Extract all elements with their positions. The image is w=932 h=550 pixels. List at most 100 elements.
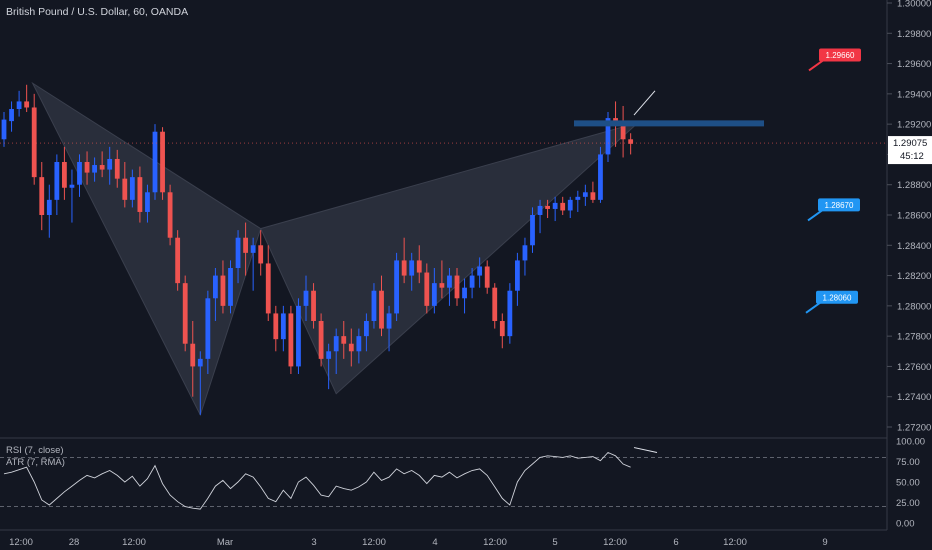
candle-body: [560, 202, 566, 211]
candle-body: [77, 162, 82, 185]
resistance-zone[interactable]: [574, 120, 764, 127]
candle-body: [160, 131, 165, 193]
rsi-tick-label: 75.00: [896, 457, 920, 468]
candle-body: [16, 101, 22, 109]
candle-body: [447, 275, 452, 288]
rsi-axis[interactable]: 100.00 75.00 50.00 25.00 0.00: [896, 437, 925, 530]
candle-body: [273, 313, 279, 340]
annotation-label-box[interactable]: [818, 198, 860, 212]
candle-body: [356, 336, 362, 352]
candle-body: [280, 313, 286, 340]
candle-body: [99, 165, 105, 170]
candle-body: [462, 287, 467, 299]
candle-body: [431, 283, 437, 306]
candle-body: [341, 336, 347, 344]
candle-body: [205, 298, 211, 359]
candle-body: [258, 245, 264, 264]
divergence-line-price[interactable]: [633, 90, 656, 116]
time-tick-label: 12:00: [9, 537, 33, 548]
last-price-value: 1.29075: [893, 138, 927, 149]
candle-body: [46, 199, 52, 215]
price-tick-label: 1.28800: [897, 180, 931, 191]
candle-body: [326, 351, 332, 359]
candle-body: [288, 313, 294, 367]
candle-body: [394, 260, 399, 314]
candle-body: [107, 158, 113, 170]
price-tick-label: 1.29400: [897, 89, 931, 100]
annotation-label: 1.29660: [826, 51, 855, 60]
time-tick-label: 12:00: [723, 537, 747, 548]
candle-body: [484, 266, 490, 288]
divergence-line-rsi[interactable]: [633, 447, 658, 453]
candle-body: [145, 192, 150, 212]
trend-drawings[interactable]: [0, 90, 887, 144]
candle-body: [582, 192, 588, 197]
price-tick-label: 1.27600: [897, 362, 931, 373]
candle-body: [371, 290, 377, 321]
annotation-arrow: [805, 301, 821, 314]
candle-body: [54, 162, 60, 200]
candle-body: [364, 321, 369, 337]
price-tick-label: 1.28400: [897, 241, 931, 252]
candle-body: [416, 260, 422, 273]
pattern-triangle-xab[interactable]: [31, 81, 262, 417]
candle-body: [62, 162, 67, 188]
candle-body: [243, 237, 248, 253]
candle-body: [39, 177, 45, 215]
candle-body: [31, 107, 37, 178]
candle-body: [598, 154, 603, 200]
price-tick-label: 1.27800: [897, 332, 931, 343]
candle-body: [567, 199, 573, 211]
time-tick-label: 12:00: [603, 537, 627, 548]
candle-body: [235, 237, 241, 268]
candle-body: [454, 275, 460, 299]
candle-body: [303, 290, 309, 306]
time-tick-label: 3: [311, 537, 316, 548]
candle-body: [228, 268, 233, 306]
candle-body: [129, 177, 135, 200]
annotation-label: 1.28670: [825, 201, 854, 210]
candle-body: [122, 178, 128, 200]
time-tick-label: 6: [673, 537, 678, 548]
candle-body: [311, 290, 316, 321]
annotation-label-box[interactable]: [819, 48, 861, 62]
candle-body: [545, 205, 550, 209]
time-axis[interactable]: 12:00 28 12:00 Mar 3 12:00 4 12:00 5 12:00 6 12:00 9: [9, 537, 828, 548]
candle-body: [318, 321, 324, 359]
candle-body: [409, 260, 415, 276]
rsi-line: [3, 451, 631, 510]
candle-body: [590, 192, 596, 200]
annotation-arrow: [807, 209, 823, 222]
rsi-legend: RSI (7, close): [6, 445, 64, 456]
candle-body: [92, 165, 97, 173]
price-tick-label: 1.29600: [897, 59, 931, 70]
time-tick-label: 5: [552, 537, 557, 548]
candle-body: [530, 215, 535, 246]
rsi-tick-label: 100.00: [896, 437, 925, 448]
candle-body: [401, 260, 407, 276]
candle-body: [348, 343, 354, 352]
time-tick-label: Mar: [217, 537, 233, 548]
time-tick-label: 12:00: [483, 537, 507, 548]
candle-body: [69, 184, 75, 188]
candle-body: [84, 162, 90, 173]
candle-body: [492, 287, 498, 321]
candle-body: [213, 275, 218, 299]
time-tick-label: 4: [432, 537, 437, 548]
candle-body: [522, 245, 528, 261]
time-tick-label: 12:00: [362, 537, 386, 548]
candlestick-series: [1, 84, 634, 415]
time-tick-label: 9: [822, 537, 827, 548]
candle-body: [24, 101, 30, 108]
candle-body: [552, 202, 558, 209]
candle-body: [515, 260, 520, 291]
candle-body: [333, 336, 339, 352]
last-price-tag: [888, 136, 932, 165]
price-tick-label: 1.27200: [897, 423, 931, 434]
annotation-label-box[interactable]: [816, 290, 858, 304]
annotation-label: 1.28060: [823, 293, 852, 302]
candle-body: [386, 313, 392, 329]
candle-body: [628, 139, 634, 144]
price-tick-label: 1.29200: [897, 120, 931, 131]
